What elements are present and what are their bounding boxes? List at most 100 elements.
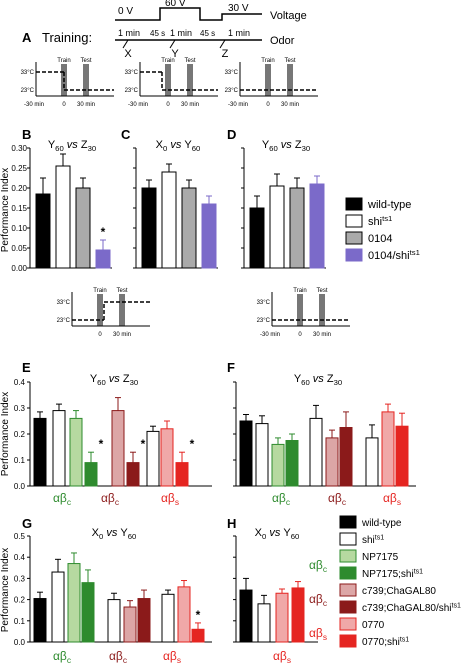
chart-F xyxy=(233,381,416,487)
legend-bottom-label-4: c739;ChaGAL80 xyxy=(362,586,436,597)
group-label-F-2-part: αβ xyxy=(383,491,397,505)
group-label-E-2-part: αβ xyxy=(161,491,175,505)
legend-bottom-label-1-part: ts1 xyxy=(375,535,384,542)
legend-bottom-swatch-6 xyxy=(339,617,357,631)
odor-tick-2 xyxy=(219,39,226,49)
test-bar-F xyxy=(319,294,325,326)
legend-bottom-label-1-part: shi xyxy=(362,535,375,546)
chart-title-G-part: 60 xyxy=(128,532,137,541)
odor-label-X: X xyxy=(124,48,132,60)
train-bar-E xyxy=(97,294,103,326)
group-label-G-1-part: c xyxy=(123,655,127,665)
bar-D-1 xyxy=(269,185,285,269)
panel-letter-A: A xyxy=(22,30,32,45)
train-label-C: Train xyxy=(161,58,174,64)
bar-G-7 xyxy=(161,593,175,643)
time-label-1-F: 0 xyxy=(298,332,302,338)
train-bar-F xyxy=(297,294,303,326)
legend-bottom-label-6: 0770 xyxy=(362,620,385,631)
temp-lo-C: 23°C xyxy=(125,88,139,94)
panel-letter-D: D xyxy=(227,127,236,142)
chart-title-D: Y60 vs Z30 xyxy=(262,139,310,153)
bar-F-5 xyxy=(325,437,339,487)
group-label-F-0-part: c xyxy=(286,497,290,507)
panel-letter-C: C xyxy=(121,127,131,142)
test-bar-D xyxy=(287,64,293,96)
bar-G-2 xyxy=(67,563,81,643)
time-label-0-D: -30 min xyxy=(228,102,248,108)
group-label-H-0: αβs xyxy=(273,649,291,665)
train-bar-C xyxy=(165,64,171,96)
chart-D xyxy=(241,147,326,269)
group-label-E-2-part: s xyxy=(175,497,179,507)
temp-hi-E: 33°C xyxy=(57,300,71,306)
chart-title-E-part: Y xyxy=(90,373,98,385)
chart-title-G-part: X xyxy=(92,527,100,539)
legend-bottom-label-6-part: 0770 xyxy=(362,620,385,631)
group-label-E-0: αβc xyxy=(53,491,71,507)
bar-F-3 xyxy=(285,440,299,487)
odor-tick-1 xyxy=(169,39,176,49)
legend-top-label-0-part: wild-type xyxy=(367,199,411,211)
group-label-H-0-part: αβ xyxy=(273,649,287,663)
voltage-label-0: 0 V xyxy=(118,6,133,17)
chart-title-B: Y60 vs Z30 xyxy=(48,139,96,153)
time-label-2-F: 30 min xyxy=(313,332,331,338)
test-label-E: Test xyxy=(116,288,127,294)
group-label-G-0-part: c xyxy=(67,655,71,665)
duration-label-4: 1 min xyxy=(228,28,250,38)
odor-label-Y: Y xyxy=(171,48,179,60)
bar-F-8 xyxy=(381,411,395,487)
y-tick-label-G-2: 0.2 xyxy=(14,596,26,605)
legend-group-label-1: αβc xyxy=(309,592,327,608)
legend-top-swatch-1 xyxy=(345,214,363,228)
time-label-1-E: 0 xyxy=(98,332,102,338)
chart-title-G-part: Y xyxy=(120,527,128,539)
temp-protocol-F: Train Test 33°C 23°C -30 min 0 30 min xyxy=(257,288,350,338)
group-label-F-1-part: c xyxy=(342,497,346,507)
temp-hi-F: 33°C xyxy=(257,300,271,306)
chart-title-D-part: Y xyxy=(262,139,270,151)
legend-bottom-swatch-7 xyxy=(339,634,357,648)
group-label-F-0-part: αβ xyxy=(272,491,286,505)
y-tick-label-B-1: 0.05 xyxy=(11,244,27,253)
legend-bottom-swatch-4 xyxy=(339,583,357,597)
group-label-E-2: αβs xyxy=(161,491,179,507)
bar-G-3 xyxy=(81,582,95,643)
test-label-F: Test xyxy=(316,288,327,294)
temp-lo-B: 23°C xyxy=(21,88,35,94)
panel-letter-E: E xyxy=(22,360,31,375)
legend-top-label-0: wild-type xyxy=(367,199,411,211)
bar-F-4 xyxy=(309,417,323,487)
y-tick-label-E-3: 0.3 xyxy=(14,404,26,413)
y-tick-label-G-4: 0.4 xyxy=(14,553,26,562)
bar-H-3 xyxy=(291,587,305,643)
bar-B-1 xyxy=(55,165,71,269)
chart-title-B-part: vs xyxy=(64,139,81,151)
chart-title-H-part: 60 xyxy=(291,532,300,541)
y-tick-label-G-0: 0.0 xyxy=(14,638,26,647)
y-tick-label-E-0: 0.0 xyxy=(14,482,26,491)
temp-protocol-C: Train Test 33°C 23°C -30 min 0 30 min xyxy=(125,58,218,108)
group-label-E-0-part: αβ xyxy=(53,491,67,505)
bar-E-7 xyxy=(175,462,189,487)
legend-group-label-2-part: s xyxy=(323,632,327,642)
time-label-1-C: 0 xyxy=(166,102,170,108)
legend-top-swatch-3 xyxy=(345,248,363,262)
temp-hi-C: 33°C xyxy=(125,70,139,76)
legend-group-label-2: αβs xyxy=(309,626,327,642)
time-label-2-B: 30 min xyxy=(77,102,95,108)
test-label-C: Test xyxy=(184,58,195,64)
test-label-B: Test xyxy=(80,58,91,64)
time-label-0-B: -30 min xyxy=(24,102,44,108)
y-tick-label-E-1: 0.1 xyxy=(14,456,26,465)
bar-E-1 xyxy=(52,410,66,487)
bar-F-9 xyxy=(395,425,409,487)
group-label-G-0: αβc xyxy=(53,649,71,665)
chart-title-E-part: 60 xyxy=(97,378,106,387)
legend-bottom-label-3: NP7175;shits1 xyxy=(362,569,423,581)
voltage-axis-label: Voltage xyxy=(270,10,307,22)
y-tick-label-E-4: 0.4 xyxy=(14,378,26,387)
bar-C-0 xyxy=(141,187,157,269)
